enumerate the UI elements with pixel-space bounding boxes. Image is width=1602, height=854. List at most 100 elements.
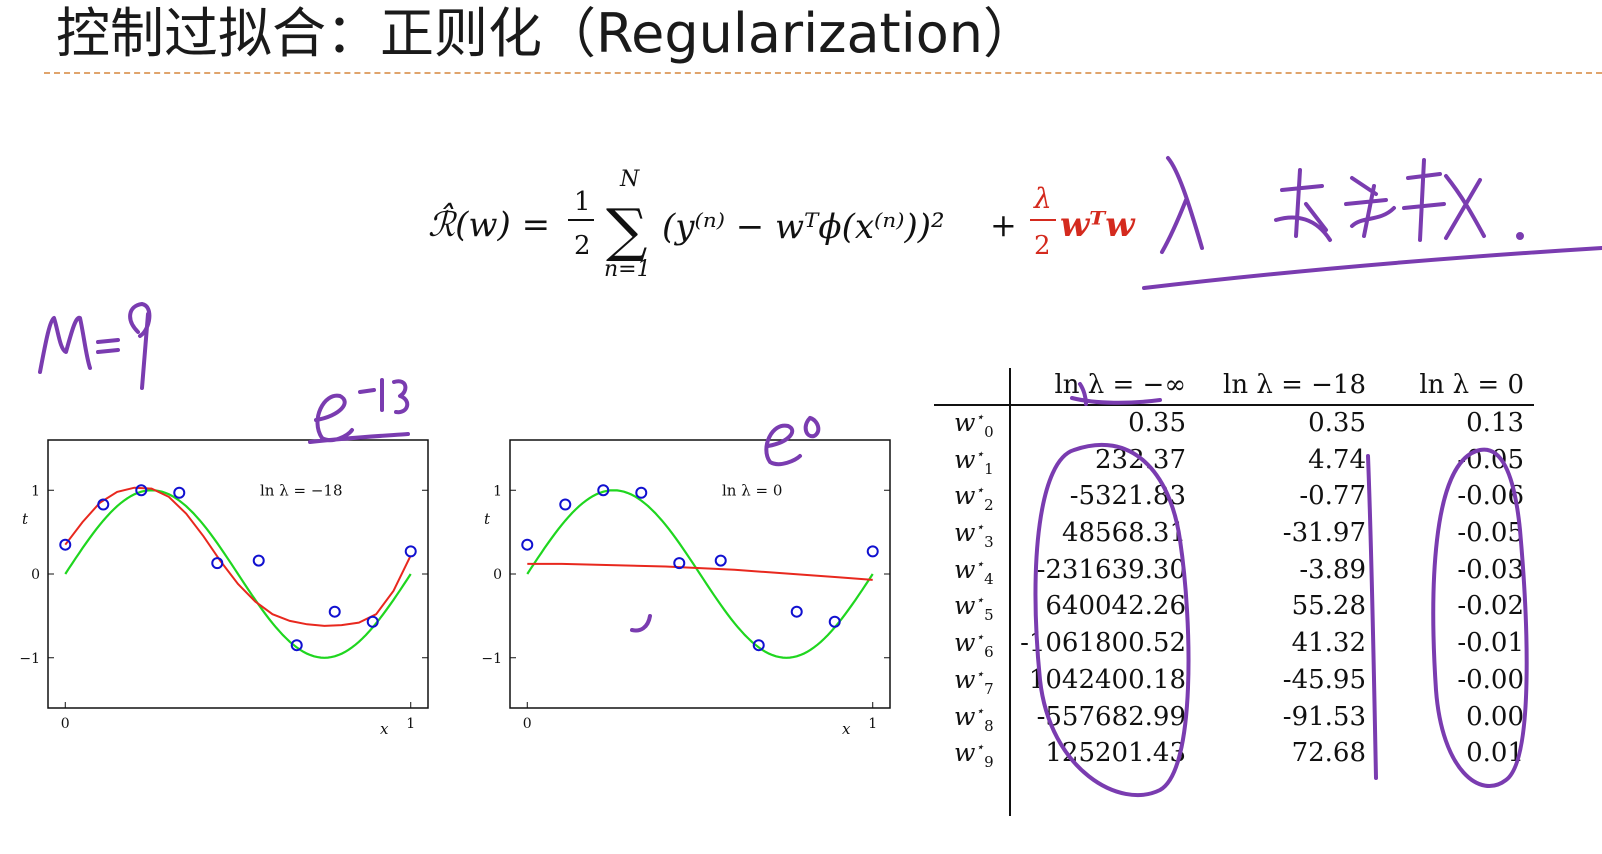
formula-plus: + [990, 206, 1017, 244]
table-cell: -0.05 [1457, 518, 1524, 549]
table-cell: -0.03 [1457, 554, 1524, 585]
data-point [211, 557, 224, 570]
table-row: w⋆0 0.35 0.35 0.13 [934, 406, 1534, 443]
y-tick-label: 0 [493, 567, 502, 583]
data-point [366, 615, 379, 628]
data-point [404, 545, 417, 558]
ink-scribble-2 [1344, 176, 1396, 238]
data-point [290, 639, 303, 652]
data-point [635, 486, 648, 499]
row-label: w⋆7 [954, 664, 994, 698]
y-tick-label: 1 [31, 483, 40, 499]
ink-dot [1516, 232, 1524, 240]
formula-sum-bottom: n=1 [604, 257, 651, 282]
x-tick-label: 1 [868, 716, 877, 732]
y-tick-label: 0 [31, 567, 40, 583]
y-axis-label: t [22, 510, 29, 528]
formula-half-den: 2 [574, 231, 591, 261]
y-tick-label: −1 [19, 651, 40, 667]
data-point [97, 498, 110, 511]
table-row: w⋆8 -557682.99 -91.53 0.00 [934, 700, 1534, 737]
table-cell: -3.89 [1299, 554, 1366, 585]
formula-reg-term: wᵀw [1060, 205, 1136, 245]
formula-lhs: ℛ̂(w) = [428, 202, 550, 245]
title-divider [44, 72, 1602, 74]
table-row: w⋆9 125201.43 72.68 0.01 [934, 736, 1534, 773]
fitted-curve-series [64, 486, 412, 627]
formula-sum-symbol: ∑ [606, 196, 647, 264]
row-label: w⋆0 [954, 408, 994, 441]
table-cell: -0.01 [1457, 628, 1524, 659]
row-label: w⋆5 [954, 591, 994, 625]
data-point [252, 554, 265, 567]
table-row: w⋆4 -231639.30 -3.89 -0.03 [934, 553, 1534, 590]
formula-sum-top: N [619, 167, 640, 192]
data-point [673, 557, 686, 570]
slide-title: 控制过拟合：正则化（Regularization） [56, 2, 1037, 65]
y-axis-label: t [484, 510, 491, 528]
data-point [135, 484, 148, 497]
ink-scribble-1 [1274, 168, 1332, 242]
table-cell: -5321.83 [1069, 481, 1186, 512]
x-tick-label: 0 [61, 716, 70, 732]
row-label: w⋆3 [954, 518, 994, 552]
table-cell: -45.95 [1282, 664, 1366, 695]
row-label: w⋆6 [954, 628, 994, 662]
data-point [559, 498, 572, 511]
table-header: ln λ = −∞ ln λ = −18 ln λ = 0 [934, 366, 1534, 406]
table-cell: 232.37 [1095, 444, 1186, 475]
table-row: w⋆2 -5321.83 -0.77 -0.06 [934, 479, 1534, 516]
data-point [59, 538, 72, 551]
table-row: w⋆6 -1061800.52 41.32 -0.01 [934, 626, 1534, 663]
table-cell: 1042400.18 [1028, 664, 1186, 695]
table-body: w⋆0 0.35 0.35 0.13 w⋆1 232.37 4.74 -0.05 w⋆2 -532… [934, 368, 1534, 816]
table-cell: 41.32 [1291, 628, 1366, 659]
table-cell: -0.05 [1457, 444, 1524, 475]
table-row: w⋆7 1042400.18 -45.95 -0.00 [934, 663, 1534, 700]
col-header-zero: ln λ = 0 [1419, 370, 1524, 400]
col-header-neg-inf: ln λ = −∞ [1054, 370, 1186, 400]
row-label: w⋆4 [954, 554, 994, 588]
formula-reg-num: λ [1033, 182, 1052, 215]
table-cell: 640042.26 [1045, 591, 1186, 622]
data-point [752, 639, 765, 652]
plot-ln-lambda-0: −1 0 1 0 1 x t ln λ = 0 [480, 432, 900, 752]
regularized-loss-formula: ℛ̂(w) = 1 2 N ∑ n=1 (y⁽ⁿ⁾ − wᵀϕ(x⁽ⁿ⁾))² … [428, 158, 1148, 288]
lambda-annotation: ln λ = −18 [260, 481, 343, 499]
data-point [714, 554, 727, 567]
col-header-neg-18: ln λ = −18 [1223, 370, 1366, 400]
y-tick-label: −1 [481, 651, 502, 667]
table-cell: -557682.99 [1036, 701, 1186, 732]
y-tick-label: 1 [493, 483, 502, 499]
table-cell: -0.02 [1457, 591, 1524, 622]
table-cell: -231639.30 [1036, 554, 1186, 585]
table-cell: 0.00 [1466, 701, 1524, 732]
table-cell: 48568.31 [1061, 518, 1186, 549]
table-cell: -0.00 [1457, 664, 1524, 695]
data-point [173, 486, 186, 499]
x-axis-label: x [842, 720, 851, 738]
x-tick-label: 1 [406, 716, 415, 732]
ink-underline-formula [1142, 246, 1602, 290]
table-cell: 0.35 [1128, 408, 1186, 438]
true-curve-series [526, 489, 874, 659]
row-label: w⋆9 [954, 738, 994, 772]
data-point [828, 615, 841, 628]
table-row: w⋆3 48568.31 -31.97 -0.05 [934, 516, 1534, 553]
lambda-annotation: ln λ = 0 [722, 481, 782, 499]
table-cell: 0.35 [1308, 408, 1366, 438]
coefficient-table: ln λ = −∞ ln λ = −18 ln λ = 0 w⋆0 0.35 0.3… [934, 366, 1534, 816]
x-axis-label: x [380, 720, 389, 738]
ink-lambda-glyph [1160, 156, 1204, 254]
x-tick-label: 0 [523, 716, 532, 732]
data-point [790, 605, 803, 618]
data-point [866, 545, 879, 558]
table-cell: -1061800.52 [1020, 628, 1186, 659]
table-cell: 0.01 [1466, 738, 1524, 769]
data-point [521, 538, 534, 551]
table-row: w⋆5 640042.26 55.28 -0.02 [934, 589, 1534, 626]
ink-scribble-3 [1402, 158, 1486, 242]
plot-ln-lambda-minus-18: −1 0 1 0 1 x t ln λ = −18 [18, 432, 438, 752]
table-cell: 72.68 [1291, 738, 1366, 769]
fitted-curve-series [527, 562, 873, 581]
